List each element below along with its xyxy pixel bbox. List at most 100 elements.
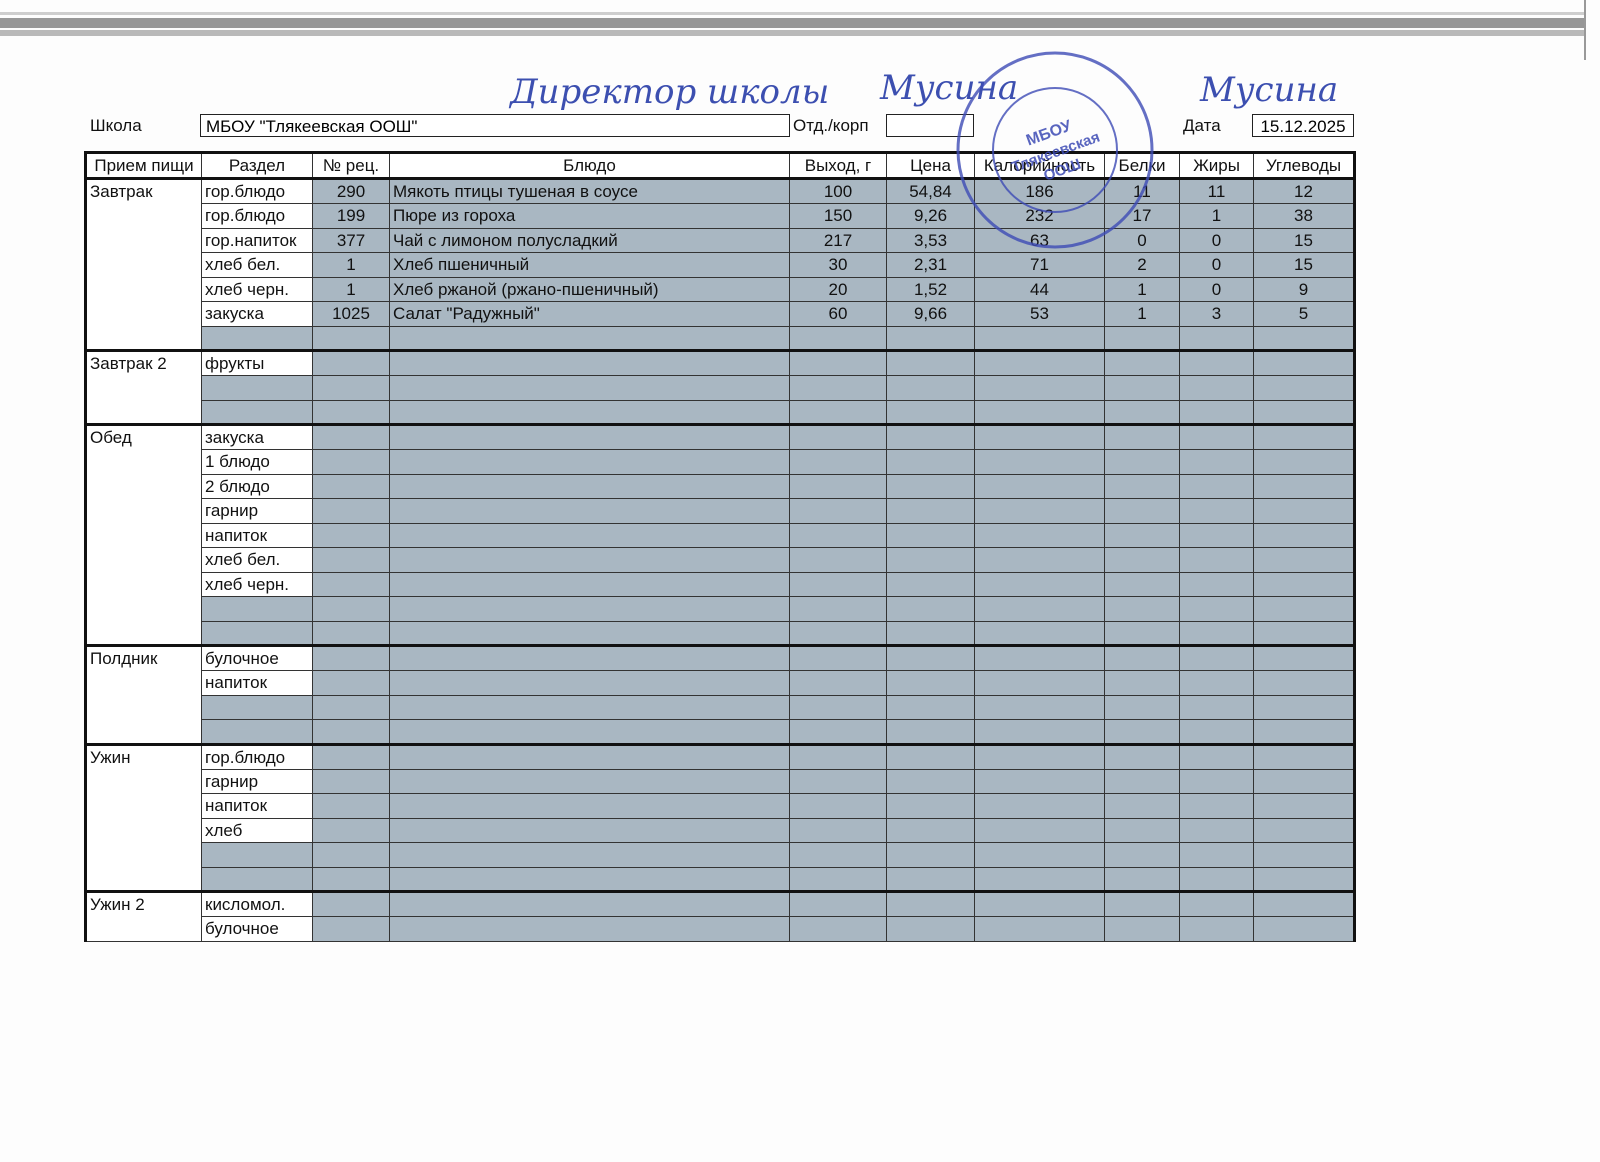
column-header: Прием пищи xyxy=(84,151,202,180)
protein-cell xyxy=(1104,498,1180,524)
dish-cell xyxy=(389,670,790,696)
column-header: Раздел xyxy=(201,151,313,180)
section-cell: хлеб черн. xyxy=(201,276,313,302)
dish-cell xyxy=(389,793,790,819)
section-cell xyxy=(201,719,313,745)
protein-cell xyxy=(1104,449,1180,475)
protein-cell xyxy=(1104,620,1180,646)
recipe-number-cell xyxy=(312,522,390,548)
carbs-cell xyxy=(1253,325,1356,351)
fat-cell xyxy=(1179,916,1254,942)
calories-cell xyxy=(974,768,1105,794)
dish-cell xyxy=(389,571,790,597)
calories-cell xyxy=(974,793,1105,819)
dish-cell: Хлеб ржаной (ржано-пшеничный) xyxy=(389,276,790,302)
menu-row: гарнир xyxy=(86,498,1356,524)
fat-cell xyxy=(1179,349,1254,376)
dish-cell xyxy=(389,547,790,573)
handwritten-signature: Мусина xyxy=(880,68,1019,108)
meal-name: Ужин xyxy=(84,742,202,892)
protein-cell xyxy=(1104,473,1180,499)
yield-cell xyxy=(789,890,887,917)
yield-cell: 100 xyxy=(789,177,887,204)
yield-cell xyxy=(789,768,887,794)
carbs-cell: 12 xyxy=(1253,177,1356,204)
fat-cell xyxy=(1179,644,1254,671)
section-cell xyxy=(201,375,313,401)
yield-cell xyxy=(789,423,887,450)
price-cell xyxy=(886,742,975,770)
carbs-cell: 5 xyxy=(1253,301,1356,327)
school-field: МБОУ "Тлякеевская ООШ" xyxy=(200,114,790,137)
menu-row xyxy=(86,325,1356,351)
menu-row: напиток xyxy=(86,522,1356,548)
calories-cell xyxy=(974,644,1105,671)
recipe-number-cell: 377 xyxy=(312,227,390,253)
section-cell xyxy=(201,596,313,622)
recipe-number-cell xyxy=(312,620,390,646)
fat-cell xyxy=(1179,399,1254,425)
fat-cell xyxy=(1179,890,1254,917)
section-cell: напиток xyxy=(201,793,313,819)
menu-row: хлеб бел. 1 Хлеб пшеничный 30 2,31 71 2 0 15 xyxy=(86,252,1356,278)
fat-cell xyxy=(1179,423,1254,450)
price-cell xyxy=(886,423,975,450)
carbs-cell: 9 xyxy=(1253,276,1356,302)
protein-cell: 11 xyxy=(1104,177,1180,204)
menu-row xyxy=(86,866,1356,892)
section-cell xyxy=(201,399,313,425)
recipe-number-cell xyxy=(312,670,390,696)
yield-cell xyxy=(789,399,887,425)
fat-cell xyxy=(1179,670,1254,696)
yield-cell xyxy=(789,842,887,868)
scan-band xyxy=(0,30,1585,36)
menu-row xyxy=(86,375,1356,401)
yield-cell xyxy=(789,522,887,548)
price-cell xyxy=(886,694,975,720)
column-header: Выход, г xyxy=(789,151,887,180)
dish-cell xyxy=(389,694,790,720)
stamp-text: МБОУ xyxy=(1024,117,1075,149)
protein-cell xyxy=(1104,916,1180,942)
section-cell: хлеб бел. xyxy=(201,252,313,278)
price-cell xyxy=(886,571,975,597)
yield-cell xyxy=(789,694,887,720)
calories-cell xyxy=(974,498,1105,524)
fat-cell xyxy=(1179,817,1254,843)
yield-cell xyxy=(789,817,887,843)
recipe-number-cell xyxy=(312,547,390,573)
dish-cell xyxy=(389,399,790,425)
handwritten-note: Директор школы xyxy=(510,72,830,112)
dish-cell xyxy=(389,325,790,351)
dish-cell xyxy=(389,916,790,942)
dish-cell: Пюре из гороха xyxy=(389,203,790,229)
protein-cell xyxy=(1104,793,1180,819)
fat-cell xyxy=(1179,571,1254,597)
fat-cell: 11 xyxy=(1179,177,1254,204)
calories-cell xyxy=(974,742,1105,770)
scan-band xyxy=(0,18,1585,28)
dish-cell: Мякоть птицы тушеная в соусе xyxy=(389,177,790,204)
section-cell: фрукты xyxy=(201,349,313,376)
calories-cell xyxy=(974,423,1105,450)
section-cell xyxy=(201,842,313,868)
calories-cell xyxy=(974,596,1105,622)
fat-cell: 0 xyxy=(1179,276,1254,302)
fat-cell xyxy=(1179,842,1254,868)
column-header: Белки xyxy=(1104,151,1180,180)
fat-cell xyxy=(1179,449,1254,475)
recipe-number-cell xyxy=(312,571,390,597)
dish-cell xyxy=(389,449,790,475)
meal-name: Полдник xyxy=(84,644,202,745)
meal-name: Завтрак xyxy=(84,177,202,351)
yield-cell xyxy=(789,349,887,376)
calories-cell xyxy=(974,547,1105,573)
menu-row: хлеб xyxy=(86,817,1356,843)
carbs-cell xyxy=(1253,817,1356,843)
meal-name: Завтрак 2 xyxy=(84,349,202,425)
price-cell xyxy=(886,890,975,917)
protein-cell xyxy=(1104,694,1180,720)
menu-row: хлеб бел. xyxy=(86,547,1356,573)
price-cell xyxy=(886,817,975,843)
menu-row: Обед закуска xyxy=(84,423,1356,646)
